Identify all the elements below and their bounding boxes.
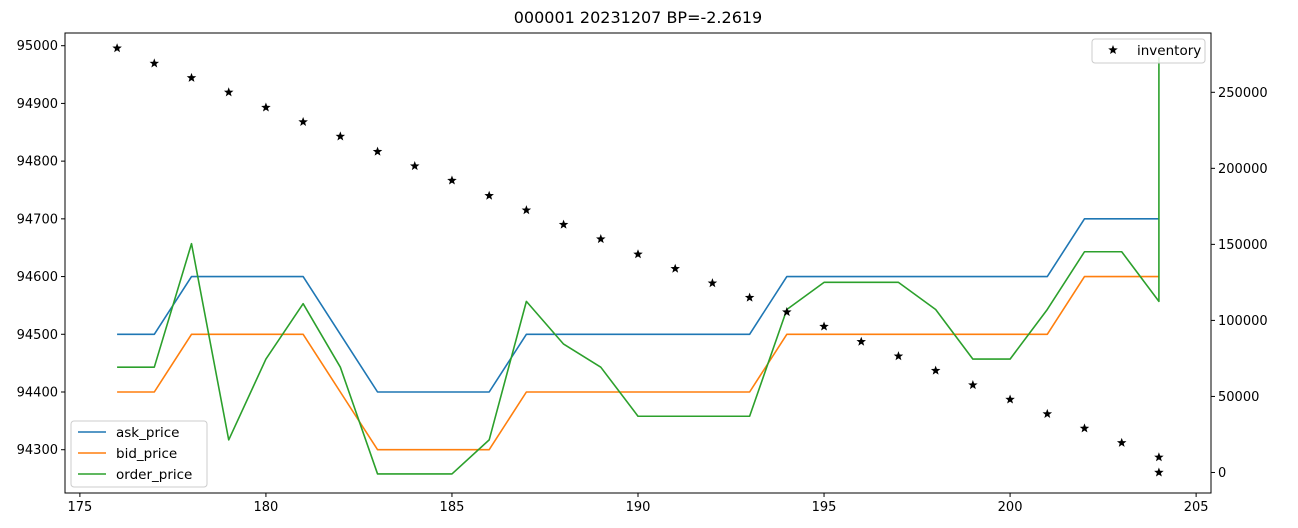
y2-tick-label: 0 [1218,466,1226,481]
x-tick-label: 190 [626,500,651,515]
legend-label-bid-price: bid_price [116,446,177,462]
inventory-point [930,365,941,375]
y-tick-label: 94800 [17,155,58,170]
y2-tick-label: 150000 [1218,238,1268,253]
inventory-point [112,43,122,53]
inventory-point [261,102,271,112]
inventory-point [149,58,160,68]
series-line-bid-price [117,275,1159,451]
y-tick-label: 94300 [17,443,58,458]
inventory-point [1005,394,1015,404]
inventory-point [782,307,792,317]
x-tick-label: 185 [440,500,465,515]
inventory-point [186,72,197,82]
series-inventory [112,43,1164,477]
inventory-point [633,249,643,259]
legend-lower-left: ask_price bid_price order_price [70,420,208,488]
inventory-point [335,131,346,141]
inventory-point [1042,408,1053,418]
inventory-point [670,263,680,273]
x-tick-label: 175 [67,500,92,515]
inventory-point [856,336,866,346]
y-tick-label: 94900 [17,97,58,112]
inventory-point [447,175,457,185]
axes: 175 180 185 190 195 200 205 94300 94400 94500 9460… [17,32,1268,515]
chart-title: 000001 20231207 BP=-2.2619 [514,8,762,27]
y-tick-label: 94600 [17,270,58,285]
legends: ask_price bid_price order_price inventory [70,38,1206,488]
inventory-point [521,205,532,215]
inventory-point [1116,437,1127,447]
inventory-point [968,380,978,390]
series-line-ask-price [117,218,1159,393]
inventory-point [484,190,494,200]
inventory-point [893,351,904,361]
y2-tick-label: 50000 [1218,390,1259,405]
legend-label-order-price: order_price [116,467,192,483]
inventory-point [819,321,829,331]
inventory-point [707,278,718,288]
inventory-point [558,219,569,229]
x-tick-label: 205 [1184,500,1209,515]
inventory-point [1079,423,1090,433]
series-line-order-price [117,57,1160,475]
legend-frame [70,420,208,488]
y-tick-label: 95000 [17,39,58,54]
legend-label-ask-price: ask_price [116,425,179,441]
inventory-point [298,116,308,126]
plot-area [112,43,1164,477]
inventory-point [596,234,606,244]
legend-marker-inventory [1108,45,1118,55]
y2-tick-label: 200000 [1218,162,1268,177]
x-tick-label: 200 [998,500,1023,515]
y-tick-label: 94400 [17,385,58,400]
x-tick-label: 195 [812,500,837,515]
inventory-point [1154,452,1164,462]
y2-tick-label: 250000 [1218,86,1268,101]
y-tick-label: 94700 [17,212,58,227]
y-tick-label: 94500 [17,328,58,343]
x-tick-label: 180 [254,500,279,515]
inventory-point [1154,467,1164,477]
legend-label-inventory: inventory [1137,43,1201,59]
inventory-point [410,161,420,171]
inventory-point [223,87,234,97]
legend-upper-right: inventory [1091,38,1206,64]
legend-frame [1091,38,1206,64]
inventory-point [744,292,755,302]
inventory-point [372,146,383,156]
y2-tick-label: 100000 [1218,314,1268,329]
